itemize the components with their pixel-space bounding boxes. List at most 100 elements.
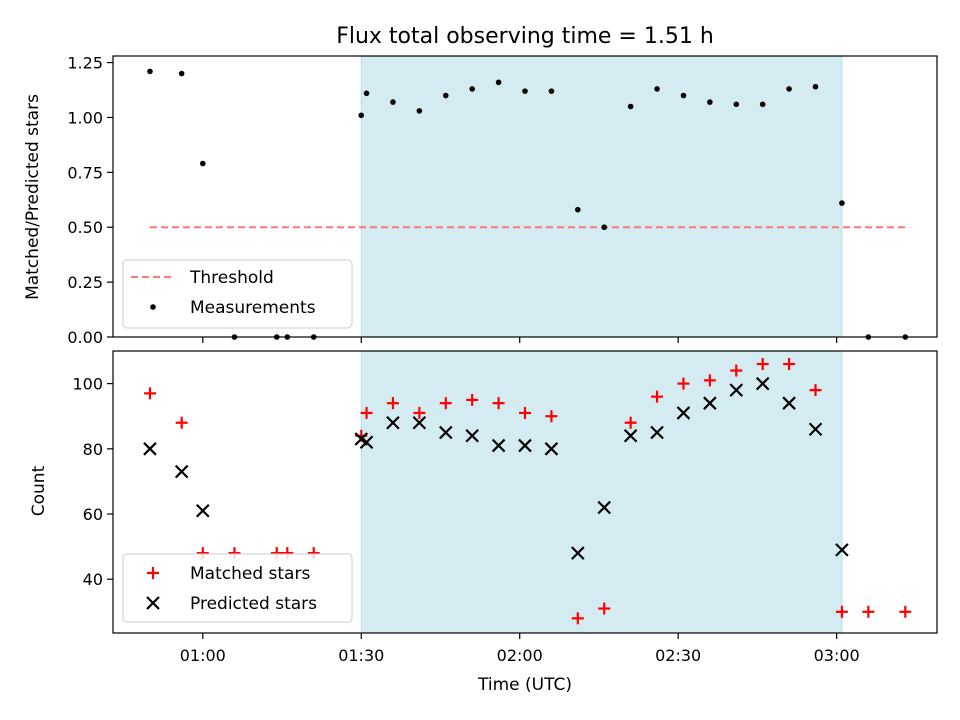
measurements-point <box>199 160 206 167</box>
measurements-point <box>654 86 660 92</box>
predicted-stars-point <box>703 396 717 410</box>
bottom-y-axis-label: Count <box>29 465 49 516</box>
measurements-point <box>178 70 185 77</box>
x-tick-label: 02:30 <box>655 646 701 665</box>
predicted-stars-point <box>650 425 664 440</box>
matched-stars-point <box>519 406 531 419</box>
predicted-stars-point <box>808 422 823 437</box>
predicted-stars-point <box>174 464 189 479</box>
predicted-stars-point <box>835 543 849 557</box>
measurements-point <box>363 90 370 97</box>
bottom-y-tick-label: 40 <box>83 570 103 589</box>
top-y-tick-label: 0.75 <box>67 163 103 182</box>
predicted-stars-legend-label: Predicted stars <box>190 594 317 614</box>
x-tick-label: 01:00 <box>180 646 226 665</box>
measurements-point <box>390 99 396 105</box>
measurements-point <box>680 92 687 99</box>
matched-stars-point <box>413 406 426 419</box>
predicted-stars-point <box>412 415 427 430</box>
predicted-stars-point <box>623 428 638 443</box>
matched-stars-point <box>756 358 769 371</box>
predicted-stars-point <box>491 438 506 453</box>
measurements-point <box>548 88 555 94</box>
x-tick-label: 01:30 <box>338 646 384 665</box>
top-axes-frame <box>112 55 938 338</box>
matched-stars-point <box>143 387 156 400</box>
matched-stars-point <box>386 397 399 410</box>
top-y-tick-label: 0.00 <box>67 328 103 347</box>
predicted-stars-legend-marker <box>146 596 160 610</box>
predicted-stars-point <box>755 376 770 391</box>
x-axis-label: Time (UTC) <box>477 675 572 695</box>
predicted-stars-point <box>676 406 691 420</box>
top-observing-interval <box>360 55 843 338</box>
predicted-stars-point <box>143 442 157 456</box>
top-y-tick-label: 1.25 <box>67 54 103 73</box>
chart-title: Flux total observing time = 1.51 h <box>336 24 714 49</box>
measurements-legend-marker <box>150 304 156 310</box>
top-legend: Threshold Measurements <box>122 259 353 329</box>
measurements-point <box>147 68 153 75</box>
measurements-point <box>707 99 713 105</box>
matched-stars-point <box>899 605 912 618</box>
top-y-tick-label: 1.00 <box>67 108 103 127</box>
measurements-point <box>358 112 365 119</box>
matched-stars-point <box>624 416 637 429</box>
top-y-axis-label: Matched/Predicted stars <box>23 94 43 300</box>
threshold-legend-label: Threshold <box>189 268 274 288</box>
measurements-point <box>733 101 740 108</box>
measurements-point <box>839 200 845 206</box>
bottom-y-tick-label: 60 <box>83 505 103 524</box>
predicted-stars-point <box>571 546 585 560</box>
matched-stars-point <box>677 377 690 390</box>
predicted-stars-point <box>196 503 210 518</box>
bottom-axes-frame <box>112 350 938 634</box>
matched-stars-point <box>835 605 848 618</box>
matched-stars-point <box>571 612 584 625</box>
bottom-panel: 01:00 01:30 02:00 02:30 03:00 40 60 80 100 Count… <box>29 350 938 695</box>
matched-stars-point <box>730 364 743 377</box>
bottom-observing-interval <box>360 350 843 634</box>
predicted-stars-point <box>597 500 612 515</box>
measurements-legend-label: Measurements <box>190 298 316 318</box>
measurements-point <box>786 86 792 92</box>
measurements-point <box>575 206 581 213</box>
bottom-y-tick-label: 100 <box>72 375 103 394</box>
measurements-point <box>469 86 475 92</box>
predicted-stars-point <box>729 383 744 397</box>
matched-stars-point <box>862 605 875 618</box>
matched-stars-point <box>439 397 452 410</box>
top-y-tick-label: 0.25 <box>67 273 103 292</box>
matched-stars-point <box>545 410 558 423</box>
measurements-point <box>601 224 608 231</box>
top-y-tick-label: 0.50 <box>67 218 103 237</box>
matched-stars-point <box>175 416 188 429</box>
matched-stars-point <box>492 397 505 410</box>
measurements-point <box>627 103 634 110</box>
x-tick-label: 03:00 <box>814 646 860 665</box>
matched-stars-legend-label: Matched stars <box>190 564 310 584</box>
matched-stars-point <box>598 602 611 615</box>
predicted-stars-point <box>359 435 374 450</box>
predicted-stars-point <box>782 396 796 410</box>
bottom-y-tick-label: 80 <box>83 440 103 459</box>
measurements-point <box>416 108 423 114</box>
predicted-stars-point <box>386 415 400 430</box>
predicted-stars-point <box>465 428 479 443</box>
x-tick-label: 02:00 <box>497 646 543 665</box>
measurements-point <box>442 92 449 99</box>
bottom-legend: Matched stars Predicted stars <box>122 553 353 623</box>
matched-stars-point <box>466 393 479 406</box>
predicted-stars-point <box>438 425 453 440</box>
matched-stars-point <box>809 384 822 397</box>
measurements-point <box>759 101 766 108</box>
predicted-stars-point <box>518 438 532 453</box>
matched-stars-point <box>703 374 716 387</box>
matched-stars-point <box>783 358 796 371</box>
measurements-point <box>495 79 502 86</box>
matched-stars-legend-marker <box>147 567 159 579</box>
matched-stars-point <box>360 406 373 419</box>
measurements-point <box>812 83 819 90</box>
matched-stars-point <box>651 390 664 403</box>
